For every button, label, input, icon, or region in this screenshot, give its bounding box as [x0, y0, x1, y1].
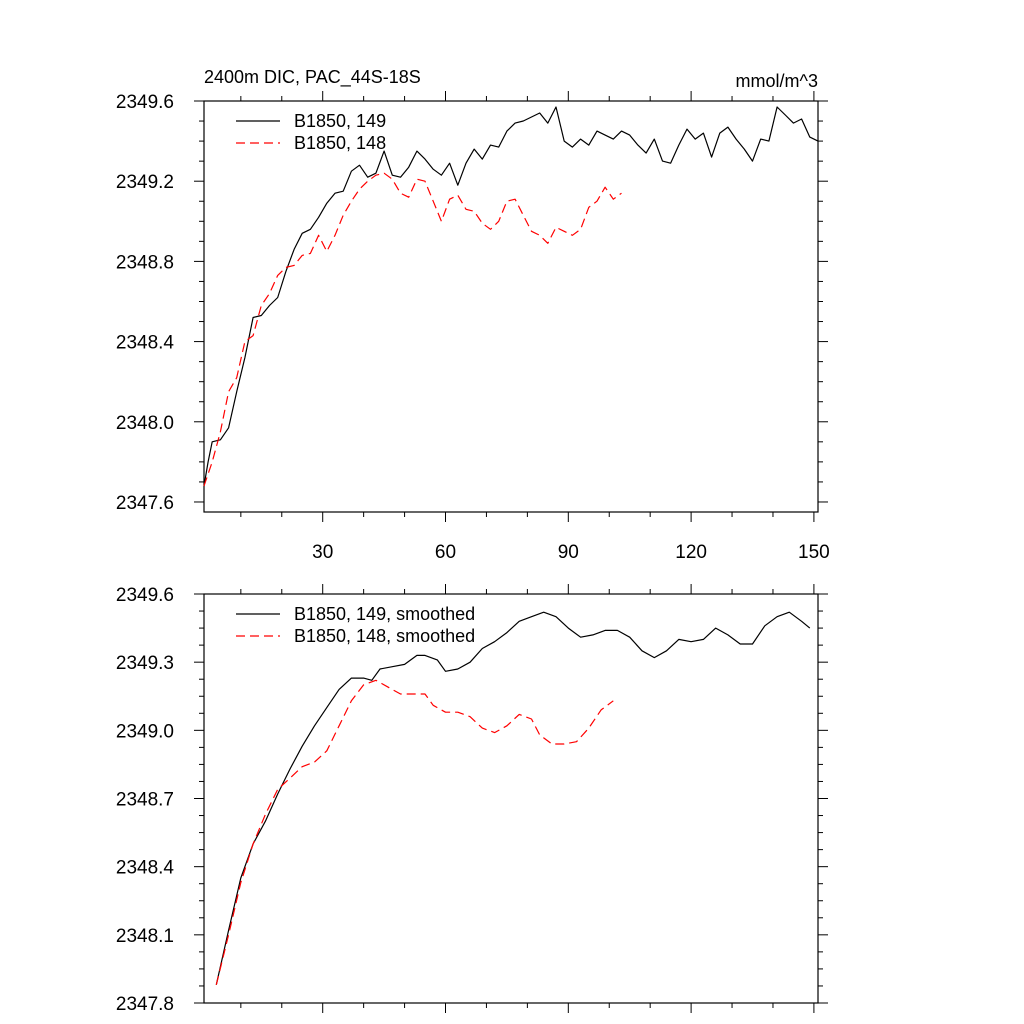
plot-title: 2400m DIC, PAC_44S-18S [204, 67, 421, 88]
y-tick-label: 2349.6 [116, 585, 174, 606]
y-tick-label: 2348.7 [116, 790, 174, 811]
x-tick-label: 120 [675, 542, 707, 563]
x-tick-label: 150 [798, 542, 830, 563]
x-tick-label: 90 [558, 542, 579, 563]
legend-label: B1850, 149 [294, 111, 386, 131]
plot-frame [203, 100, 819, 513]
x-tick-label: 30 [312, 542, 333, 563]
y-tick-label: 2349.6 [116, 92, 174, 113]
series-line-2 [203, 172, 622, 487]
y-tick-label: 2348.0 [116, 413, 174, 434]
series-line-2 [215, 679, 614, 985]
plot-frame [203, 593, 819, 1004]
y-tick-label: 2349.3 [116, 653, 174, 674]
y-tick-label: 2347.8 [116, 994, 174, 1015]
units-label: mmol/m^3 [736, 71, 818, 91]
y-tick-label: 2349.0 [116, 721, 174, 742]
top-plot-panel: 30 60 90 120 150 2347.6 2348.0 2348.4 2348.8 2349… [116, 91, 830, 563]
y-tick-label: 2348.4 [116, 333, 175, 354]
y-tick-label: 2349.2 [116, 172, 174, 193]
x-tick-label: 60 [435, 542, 456, 563]
legend-label: B1850, 148 [294, 133, 386, 153]
y-tick-label: 2348.4 [116, 858, 175, 879]
legend-label: B1850, 149, smoothed [294, 604, 475, 624]
legend-label: B1850, 148, smoothed [294, 626, 475, 646]
y-tick-label: 2347.6 [116, 493, 174, 514]
y-tick-label: 2348.8 [116, 252, 174, 273]
series-line-1 [203, 106, 819, 487]
y-tick-label: 2348.1 [116, 926, 174, 947]
series-line-1 [215, 611, 811, 985]
bottom-plot-panel: 2347.8 2348.1 2348.4 2348.7 2349.0 2349.3 2349… [116, 584, 828, 1015]
